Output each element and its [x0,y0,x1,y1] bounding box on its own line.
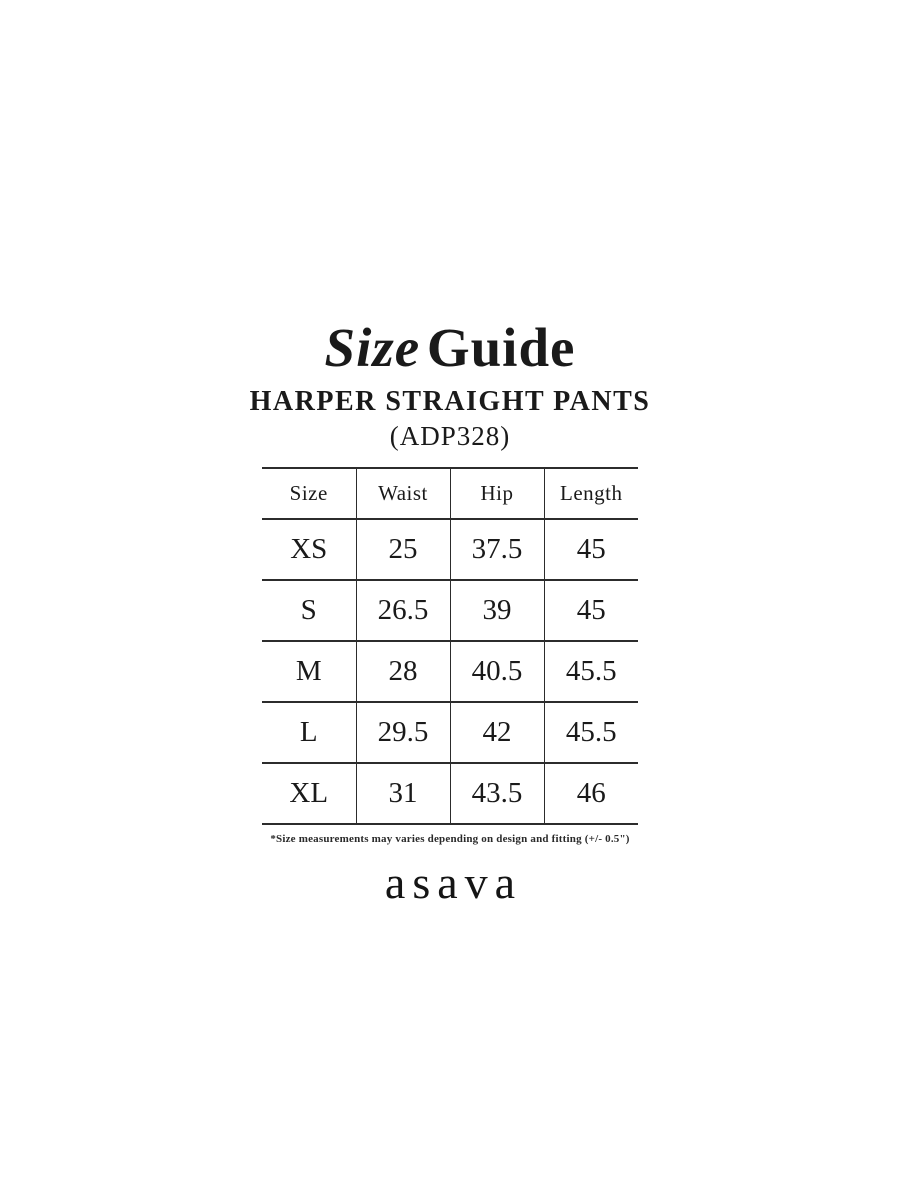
column-header-length: Length [544,468,638,520]
size-cell: M [262,641,357,703]
size-table: Size Waist Hip Length XS 25 37.5 45 S 26… [262,467,638,825]
waist-cell: 25 [356,519,451,581]
table-row-xs: XS 25 37.5 45 [262,519,638,581]
size-disclaimer: *Size measurements may varies depending … [270,833,630,845]
table-row-xl: XL 31 43.5 46 [262,763,638,825]
product-name: HARPER STRAIGHT PANTS [249,386,651,417]
size-table-header-row: Size Waist Hip Length [262,468,638,520]
page-title: Size Guide [0,0,900,375]
waist-cell: 26.5 [356,580,451,642]
column-header-hip: Hip [450,468,545,520]
table-row-m: M 28 40.5 45.5 [262,641,638,703]
length-cell: 45 [544,580,638,642]
hip-cell: 37.5 [450,519,545,581]
hip-cell: 40.5 [450,641,545,703]
title-word-guide: Guide [426,317,576,378]
waist-cell: 31 [356,763,451,825]
hip-cell: 43.5 [450,763,545,825]
length-cell: 45.5 [544,641,638,703]
length-cell: 46 [544,763,638,825]
size-cell: S [262,580,357,642]
table-row-l: L 29.5 42 45.5 [262,702,638,764]
table-row-s: S 26.5 39 45 [262,580,638,642]
column-header-waist: Waist [356,468,451,520]
length-cell: 45 [544,519,638,581]
hip-cell: 39 [450,580,545,642]
column-header-size: Size [262,468,357,520]
size-cell: L [262,702,357,764]
waist-cell: 29.5 [356,702,451,764]
size-cell: XL [262,763,357,825]
product-code: (ADP328) [389,421,511,451]
hip-cell: 42 [450,702,545,764]
size-cell: XS [262,519,357,581]
brand-logo: asava [384,857,523,908]
length-cell: 45.5 [544,702,638,764]
title-word-size: Size [324,317,421,378]
waist-cell: 28 [356,641,451,703]
